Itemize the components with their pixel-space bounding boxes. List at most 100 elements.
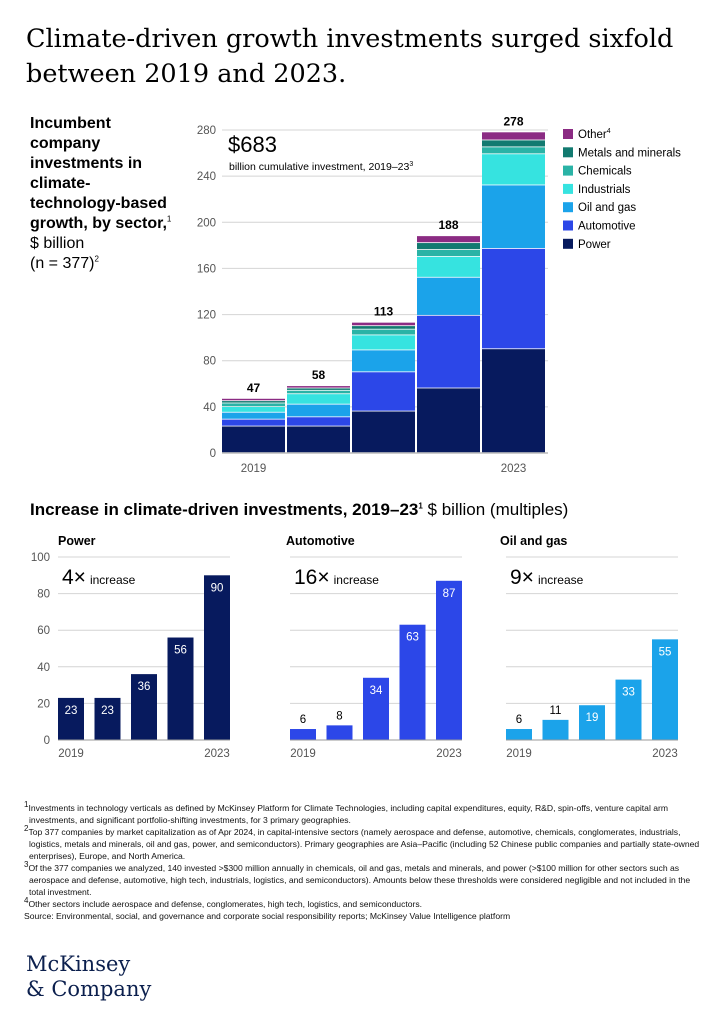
source-note: Source: Environmental, social, and gover… <box>24 910 704 922</box>
legend-swatch <box>563 129 573 139</box>
footnotes: 1Investments in technology verticals as … <box>24 801 704 922</box>
legend-swatch <box>563 147 573 158</box>
legend-label: Power <box>578 239 611 251</box>
bar-segment <box>482 154 545 185</box>
legend: Other4 Metals and minerals Chemicals Indust… <box>563 128 681 251</box>
bar <box>579 705 605 740</box>
legend-label: Oil and gas <box>578 202 636 214</box>
bar <box>167 637 194 740</box>
mckinsey-logo: McKinsey & Company <box>26 952 151 1002</box>
footnote-1-text: Investments in technology verticals as d… <box>28 803 669 825</box>
source-text: Source: Environmental, social, and gover… <box>24 911 511 921</box>
legend-label: Other4 <box>578 128 611 141</box>
data-label: 55 <box>659 646 672 658</box>
y-tick-label: 80 <box>37 589 50 601</box>
y-tick-label: 60 <box>37 625 50 637</box>
section-title-sup: 1 <box>418 501 423 511</box>
data-label: 23 <box>101 705 114 717</box>
multiple-text: increase <box>334 573 380 587</box>
total-label: 188 <box>438 218 458 232</box>
oil-gas-chart-title: Oil and gas <box>500 534 568 548</box>
bar-segment <box>287 388 350 390</box>
bar-segment <box>417 243 480 250</box>
y-tick-label: 0 <box>44 735 50 747</box>
main-chart-label-sup: 1 <box>166 214 172 224</box>
data-label: 90 <box>211 582 224 594</box>
bar-segment <box>352 335 415 350</box>
x-tick-label: 2023 <box>204 748 230 760</box>
bar-segment <box>417 249 480 257</box>
annotation-sup: 3 <box>409 161 413 168</box>
chart-title: Climate-driven growth investments surged… <box>26 24 674 89</box>
legend-swatch <box>563 238 573 249</box>
bar-segment <box>482 140 545 147</box>
y-tick-label: 240 <box>197 171 216 183</box>
cumulative-annotation: $683 billion cumulative investment, 2019–… <box>228 132 413 173</box>
main-chart-n-sup: 2 <box>94 254 99 264</box>
automotive-chart-title: Automotive <box>286 534 355 548</box>
bar-segment <box>417 315 480 388</box>
footnote-2-sup: 2 <box>24 824 29 834</box>
x-tick-label: 2019 <box>290 748 316 760</box>
footnote-3-sup: 3 <box>24 860 29 870</box>
bar <box>326 725 353 740</box>
footnote-2: 2Top 377 companies by market capitalizat… <box>24 824 704 862</box>
small-chart-oil-and-gas: 9× increase 6 2019 11 19 33 55 2023 <box>506 556 678 760</box>
multiple-value: 9× increase <box>510 566 584 589</box>
y-tick-label: 80 <box>203 356 216 368</box>
data-label: 34 <box>370 685 383 697</box>
x-tick-label: 2019 <box>58 748 84 760</box>
total-label: 58 <box>312 368 326 382</box>
logo-line-1: McKinsey <box>26 952 131 976</box>
bar <box>652 639 678 740</box>
legend-swatch <box>563 202 573 213</box>
bar-segment <box>352 372 415 411</box>
y-tick-label: 120 <box>197 310 216 322</box>
bar-segment <box>287 417 350 426</box>
section-title-bold: Increase in climate-driven investments, … <box>30 500 419 519</box>
bar <box>204 575 230 740</box>
footnote-4-text: Other sectors include aerospace and defe… <box>28 899 423 909</box>
bar-segment <box>352 411 415 453</box>
annotation-value: $683 <box>228 132 277 157</box>
legend-label: Industrials <box>578 184 631 196</box>
legend-swatch <box>563 220 573 231</box>
y-tick-label: 280 <box>197 125 216 137</box>
bar-segment <box>417 388 480 453</box>
legend-label: Chemicals <box>578 166 632 178</box>
data-label: 19 <box>586 712 599 724</box>
bar-segment <box>482 147 545 154</box>
bar <box>542 719 569 740</box>
x-tick-label: 2019 <box>506 748 532 760</box>
footnote-3: 3Of the 377 companies we analyzed, 140 i… <box>24 860 704 898</box>
bar <box>436 580 462 740</box>
bar-segment <box>222 406 285 412</box>
bar-segment <box>222 401 285 403</box>
bar-segment <box>352 329 415 335</box>
y-tick-label: 40 <box>37 662 50 674</box>
y-tick-label: 0 <box>210 448 216 460</box>
bar-segment <box>482 132 545 140</box>
power-chart-title: Power <box>58 534 96 548</box>
bar <box>399 624 426 740</box>
legend-swatch <box>563 165 573 176</box>
bar <box>290 729 316 740</box>
bar-segment <box>287 390 350 394</box>
annotation-text: billion cumulative investment, 2019–233 <box>229 161 413 173</box>
multiple-value: 16× increase <box>294 566 379 589</box>
footnote-4: 4Other sectors include aerospace and def… <box>24 897 704 910</box>
bar-segment <box>352 322 415 326</box>
data-label: 36 <box>138 681 151 693</box>
bar-segment <box>482 248 545 349</box>
legend-label: Metals and minerals <box>578 147 681 159</box>
bar-segment <box>287 404 350 417</box>
stacked-bar-chart: 0 40 80 120 160 200 240 280 47 2019 58 113 188 278 202… <box>197 114 681 475</box>
bar-segment <box>352 350 415 372</box>
bar-segment <box>482 349 545 453</box>
bar-segment <box>222 412 285 419</box>
bar <box>363 677 389 740</box>
data-label: 23 <box>65 705 78 717</box>
bar-segment <box>287 386 350 388</box>
y-tick-label: 20 <box>37 698 50 710</box>
multiple-value: 4× increase <box>62 566 136 589</box>
